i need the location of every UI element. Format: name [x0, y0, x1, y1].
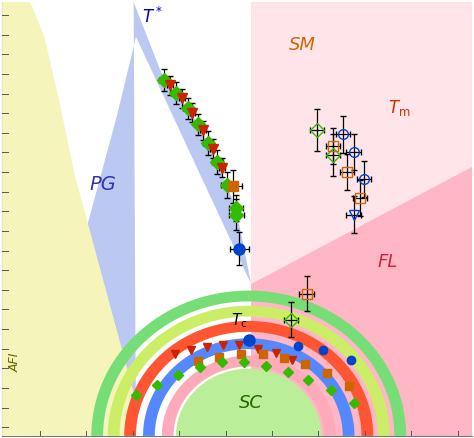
Polygon shape: [124, 321, 373, 436]
Polygon shape: [251, 2, 472, 436]
Polygon shape: [251, 2, 472, 284]
Polygon shape: [30, 2, 251, 436]
Polygon shape: [2, 2, 136, 436]
Polygon shape: [91, 290, 406, 436]
Text: SM: SM: [289, 36, 316, 54]
Text: SC: SC: [239, 394, 263, 413]
Text: FL: FL: [377, 254, 398, 272]
Polygon shape: [176, 369, 321, 436]
Polygon shape: [162, 356, 336, 436]
Text: $T_{\mathrm{c}}$: $T_{\mathrm{c}}$: [231, 311, 247, 330]
Text: AFI: AFI: [8, 353, 21, 372]
Polygon shape: [108, 306, 390, 436]
Text: $T^*$: $T^*$: [142, 7, 163, 27]
Text: PG: PG: [90, 175, 117, 194]
Polygon shape: [143, 338, 355, 436]
Text: $T_{\mathrm{m}}$: $T_{\mathrm{m}}$: [388, 99, 410, 118]
